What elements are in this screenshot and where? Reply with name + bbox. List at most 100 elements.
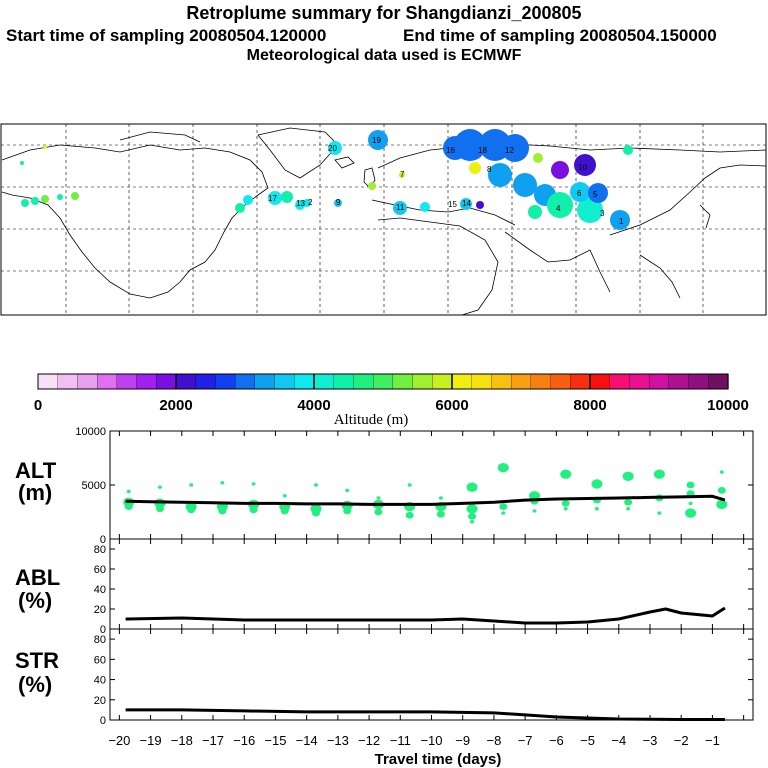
colorbar-swatch <box>195 373 217 390</box>
alt-scatter-point <box>438 496 443 500</box>
abl-panel-unit: (%) <box>18 588 52 613</box>
map-marker-cluster <box>469 162 481 174</box>
map-marker-cluster <box>551 161 569 179</box>
map-marker-cluster <box>547 192 573 218</box>
map-marker-label: 14 <box>462 199 471 208</box>
x-tick-label: −17 <box>202 733 224 748</box>
abl-line <box>125 606 726 625</box>
colorbar-swatch <box>57 373 79 390</box>
alt-scatter-point <box>466 482 478 492</box>
str-y-tick-label: 60 <box>94 654 106 666</box>
str-line <box>125 708 725 721</box>
alt-scatter-point <box>220 481 225 485</box>
alt-scatter-point <box>374 508 383 516</box>
alt-scatter-point <box>376 496 381 500</box>
x-tick-label: −7 <box>518 733 533 748</box>
colorbar-swatch <box>136 373 157 390</box>
map-marker-cluster <box>243 195 253 205</box>
colorbar-swatch <box>708 373 729 390</box>
alt-scatter-point <box>499 503 508 510</box>
colorbar-swatch <box>294 373 315 390</box>
alt-scatter-point <box>653 469 665 479</box>
x-tick-label: −15 <box>264 733 286 748</box>
x-tick-label: −14 <box>296 733 318 748</box>
alt-scatter-point <box>688 501 693 506</box>
map-marker-cluster <box>57 194 63 200</box>
alt-scatter-point <box>470 520 475 524</box>
map-marker-cluster <box>533 153 543 163</box>
map-marker-cluster <box>460 198 472 210</box>
colorbar-swatch <box>451 373 473 390</box>
alt-scatter-point <box>314 483 319 487</box>
alt-scatter-point <box>717 487 726 494</box>
map-marker-label: 9 <box>336 198 341 207</box>
colorbar-swatch <box>412 373 433 390</box>
map-marker-cluster <box>43 145 47 149</box>
alt-panel-label: ALT <box>15 458 57 483</box>
x-tick-label: −16 <box>233 733 255 748</box>
colorbar-swatch <box>530 373 552 390</box>
colorbar-tick-labels: 0 2000 4000 6000 8000 10000 <box>34 374 749 414</box>
map-marker-label: 11 <box>396 203 405 212</box>
alt-scatter-point <box>466 504 478 514</box>
map-panel: 19 20 16 18 12 10 8 6 5 4 3 2 1 17 15 13… <box>0 123 767 316</box>
map-marker-label: 17 <box>268 194 277 203</box>
map-marker-cluster <box>21 199 29 207</box>
colorbar-swatch <box>254 373 276 390</box>
map-marker-cluster <box>570 182 590 202</box>
alt-y-tick-label: 0 <box>100 534 106 546</box>
alt-scatter-point <box>126 489 131 494</box>
map-marker-cluster <box>20 161 24 165</box>
alt-scatter-point <box>622 471 634 482</box>
map-marker-cluster <box>393 201 407 215</box>
x-tick-label: −1 <box>705 733 720 748</box>
map-marker-label: 12 <box>505 146 514 155</box>
alt-scatter-points <box>123 463 728 524</box>
x-axis-title: Travel time (days) <box>375 751 502 768</box>
x-tick-label: −8 <box>487 733 502 748</box>
alt-scatter-point <box>249 506 258 514</box>
abl-y-tick-label: 20 <box>94 604 106 616</box>
str-series-line <box>125 708 725 721</box>
map-markers <box>20 129 633 230</box>
colorbar-swatch <box>37 373 59 390</box>
map-marker-label: 5 <box>593 190 598 199</box>
map-marker-label: 1 <box>619 217 624 226</box>
alt-scatter-point <box>405 511 414 519</box>
colorbar-swatch <box>353 373 374 390</box>
abl-plot-frame <box>109 538 754 630</box>
colorbar-swatch <box>313 373 335 390</box>
x-axis-tick-labels: −20 −19 −18 −17 −16 −15 −14 −13 −12 −11 −10 −9 −8 −7 −… <box>108 733 720 748</box>
map-marker-cluster <box>31 197 39 205</box>
alt-scatter-point <box>594 507 599 511</box>
colorbar-swatch <box>77 373 98 390</box>
map-marker-label: 6 <box>577 189 582 198</box>
alt-scatter-point <box>343 507 352 515</box>
str-x-ticks <box>118 629 745 720</box>
map-marker-cluster <box>41 195 49 203</box>
colorbar-swatch <box>96 373 118 390</box>
map-marker-cluster <box>513 173 537 197</box>
colorbar-swatch <box>274 373 295 390</box>
x-tick-label: −13 <box>327 733 349 748</box>
colorbar-swatch <box>589 373 611 390</box>
alt-scatter-point <box>561 499 570 507</box>
map-marker-cluster <box>368 130 388 150</box>
str-panel-label: STR <box>15 648 59 673</box>
colorbar-frame <box>37 373 729 390</box>
abl-y-tick-label: 40 <box>94 584 106 596</box>
alt-scatter-point <box>497 463 509 473</box>
alt-scatter-point <box>157 485 162 489</box>
colorbar-tick-label: 4000 <box>297 397 330 414</box>
alt-x-ticks <box>118 431 745 539</box>
alt-scatter-point <box>436 510 445 518</box>
x-tick-label: −9 <box>455 733 470 748</box>
abl-y-tick-label: 0 <box>100 624 106 636</box>
map-marker-label: 8 <box>487 165 492 174</box>
alt-scatter-point <box>626 507 631 511</box>
x-tick-label: −6 <box>549 733 564 748</box>
abl-y-tick-label: 80 <box>94 544 106 556</box>
colorbar-swatch <box>234 373 256 390</box>
colorbar-swatch <box>688 373 709 390</box>
